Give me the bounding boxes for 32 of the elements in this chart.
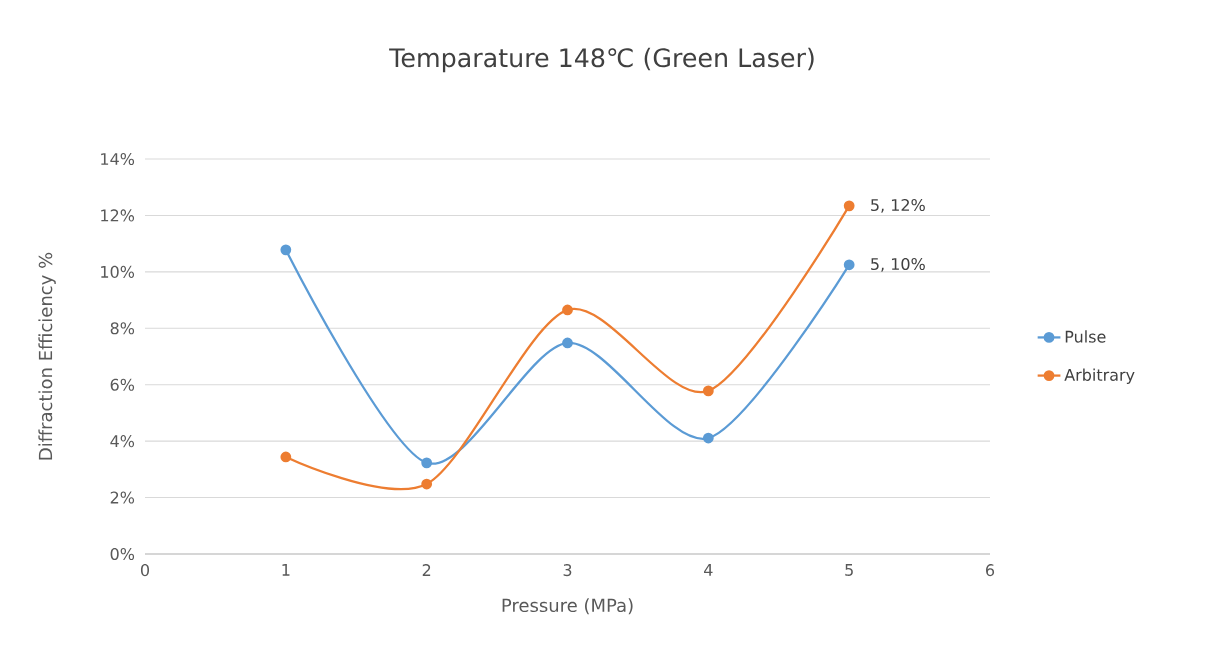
legend-label: Arbitrary <box>1064 368 1135 384</box>
y-tick-label: 8% <box>110 322 135 335</box>
annotation: 5, 12% <box>871 198 925 213</box>
x-tick-label: 5 <box>845 564 853 576</box>
x-tick-label: 1 <box>282 564 290 576</box>
point <box>421 457 433 469</box>
point <box>280 451 292 463</box>
x-tick-label: 3 <box>563 564 572 577</box>
point <box>843 200 855 212</box>
point <box>702 385 714 397</box>
point <box>562 304 573 316</box>
y-tick-label: 14% <box>101 152 135 166</box>
x-tick-label: 0 <box>140 564 150 577</box>
legend-label: Pulse <box>1065 330 1106 343</box>
y-tick-label: 0% <box>110 547 135 561</box>
point <box>702 432 714 444</box>
y-tick-label: 6% <box>110 378 135 391</box>
x-tick-label: 6 <box>986 564 995 577</box>
x-axis-title: Pressure (MPa) <box>502 598 633 615</box>
y-axis-title: Diffraction Efficiency % <box>38 252 56 460</box>
x-tick-label: 2 <box>422 564 431 576</box>
annotation: 5, 10% <box>871 257 925 272</box>
chart-title: Temparature 148℃ (Green Laser) <box>389 47 814 73</box>
point <box>843 259 855 271</box>
x-tick-label: 4 <box>704 564 713 576</box>
point <box>421 478 433 490</box>
y-tick-label: 10% <box>101 265 135 278</box>
point <box>562 337 573 349</box>
y-tick-label: 4% <box>110 435 135 448</box>
y-tick-label: 2% <box>110 491 135 504</box>
point <box>280 244 292 256</box>
y-tick-label: 12% <box>101 209 135 222</box>
